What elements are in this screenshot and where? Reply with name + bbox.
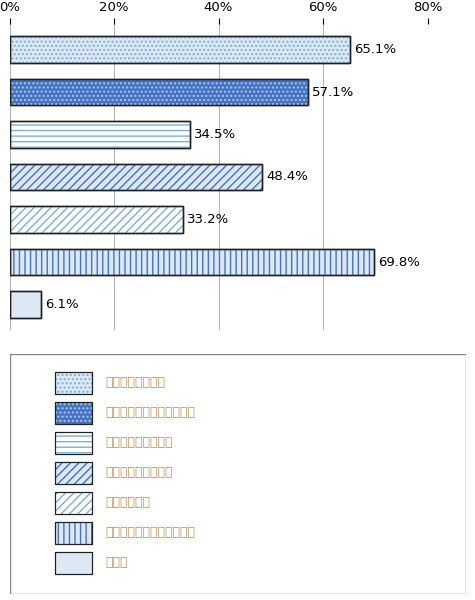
Text: その他: その他 — [105, 556, 128, 569]
Text: 57.1%: 57.1% — [312, 85, 354, 98]
Bar — [10, 79, 308, 105]
Text: 65.1%: 65.1% — [354, 43, 396, 56]
Text: 栄養バランスの取れた食事: 栄養バランスの取れた食事 — [105, 406, 195, 419]
FancyBboxPatch shape — [55, 522, 92, 544]
Text: 33.2%: 33.2% — [187, 213, 229, 226]
Text: 定期的に体を動かす: 定期的に体を動かす — [105, 466, 173, 479]
Bar — [10, 249, 374, 275]
FancyBboxPatch shape — [55, 432, 92, 454]
Bar — [10, 37, 350, 62]
Bar — [10, 206, 183, 233]
Text: 十分な休養や睡眠: 十分な休養や睡眠 — [105, 376, 165, 389]
FancyBboxPatch shape — [55, 552, 92, 574]
Bar — [10, 206, 183, 233]
Text: 6.1%: 6.1% — [46, 298, 79, 311]
Bar — [10, 121, 190, 148]
FancyBboxPatch shape — [55, 402, 92, 424]
Bar — [10, 37, 350, 62]
Bar — [10, 249, 374, 275]
Bar — [10, 292, 41, 317]
FancyBboxPatch shape — [10, 354, 466, 594]
Text: 健康診断等の定期的な受診: 健康診断等の定期的な受診 — [105, 526, 195, 539]
Bar — [10, 37, 350, 62]
FancyBboxPatch shape — [55, 372, 92, 394]
Bar — [10, 121, 190, 148]
Bar — [10, 249, 374, 275]
Bar — [10, 206, 183, 233]
Text: 48.4%: 48.4% — [266, 170, 308, 184]
FancyBboxPatch shape — [55, 462, 92, 484]
Bar — [10, 164, 262, 190]
Text: 34.5%: 34.5% — [194, 128, 236, 141]
Bar — [10, 79, 308, 105]
Text: 酒やタバコを控える: 酒やタバコを控える — [105, 436, 173, 449]
Bar — [10, 164, 262, 190]
Bar — [10, 79, 308, 105]
Bar — [10, 164, 262, 190]
Text: 69.8%: 69.8% — [379, 256, 420, 269]
FancyBboxPatch shape — [55, 492, 92, 514]
Bar — [10, 292, 41, 317]
Bar — [10, 292, 41, 317]
Text: 友人等と話す: 友人等と話す — [105, 496, 150, 509]
Bar — [10, 121, 190, 148]
